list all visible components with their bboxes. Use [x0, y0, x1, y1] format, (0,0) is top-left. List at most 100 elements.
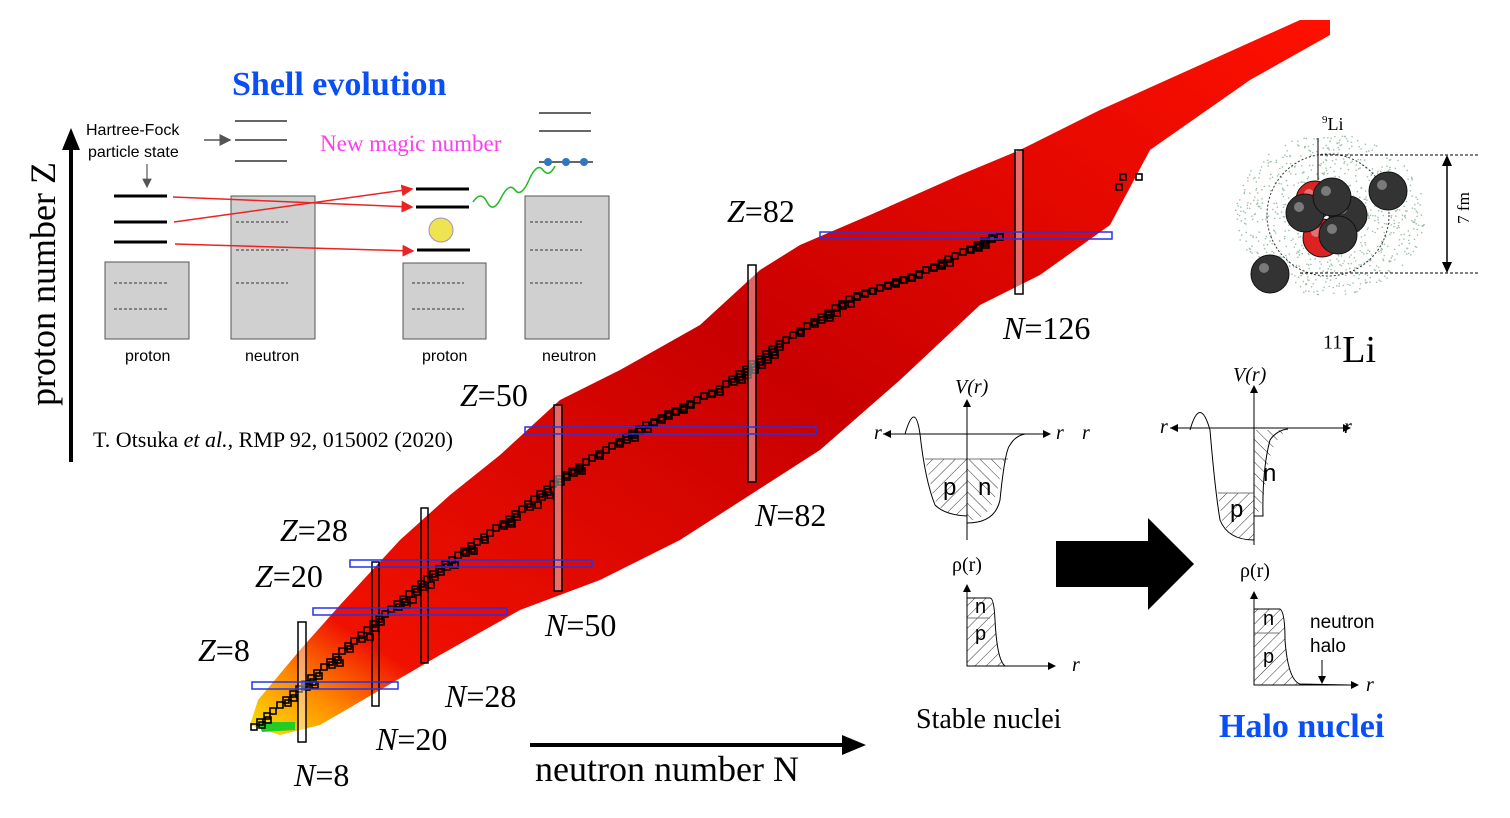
halo-speckle — [1249, 202, 1252, 205]
halo-speckle — [1420, 231, 1423, 234]
halo-speckle — [1267, 162, 1270, 164]
halo-speckle — [1284, 144, 1287, 147]
halo-speckle — [1293, 184, 1295, 186]
stable-nucleus — [602, 446, 610, 454]
stable-nucleus — [357, 631, 365, 639]
label-value: =82 — [744, 193, 795, 229]
halo-speckle — [1364, 241, 1366, 244]
halo-speckle — [1341, 135, 1344, 138]
halo-speckle — [1289, 154, 1292, 157]
p-label: p — [975, 623, 987, 645]
stable-nucleus — [500, 522, 508, 530]
halo-speckle — [1325, 167, 1327, 169]
halo-speckle — [1415, 246, 1418, 248]
halo-speckle — [1236, 202, 1239, 205]
halo-speckle — [1280, 183, 1283, 185]
halo-speckle — [1328, 285, 1331, 288]
halo-speckle — [1324, 158, 1327, 161]
halo-speckle — [1335, 277, 1338, 280]
halo-speckle — [1356, 190, 1359, 193]
stable-nucleus — [715, 385, 723, 393]
stable-nucleus — [595, 450, 603, 458]
halo-speckle — [1283, 189, 1285, 192]
p-label: p — [943, 474, 957, 501]
halo-speckle — [1248, 207, 1251, 210]
halo-speckle — [1340, 255, 1343, 257]
halo-speckle — [1255, 236, 1258, 239]
halo-speckle — [1403, 215, 1406, 218]
halo-speckle — [1394, 215, 1397, 217]
halo-speckle — [1297, 251, 1300, 254]
halo-speckle — [1382, 240, 1384, 243]
halo-speckle — [1253, 196, 1256, 198]
halo-speckle — [1237, 205, 1239, 207]
halo-speckle — [1347, 168, 1350, 171]
stable-nucleus — [615, 438, 623, 446]
r-label: r — [1056, 422, 1064, 444]
halo-speckle — [1258, 255, 1260, 258]
halo-speckle — [1390, 224, 1393, 226]
label-value: =20 — [272, 558, 323, 594]
halo-speckle — [1415, 210, 1418, 212]
halo-speckle — [1307, 276, 1309, 278]
halo-speckle — [1398, 221, 1400, 224]
halo-speckle — [1297, 276, 1300, 279]
ball-highlight — [1259, 263, 1269, 273]
label-value: =20 — [397, 721, 448, 757]
halo-speckle — [1307, 145, 1310, 148]
halo-speckle — [1279, 217, 1281, 220]
halo-speckle — [1329, 259, 1331, 261]
label-var: N — [1003, 310, 1025, 346]
halo-speckle — [1411, 219, 1413, 222]
stable-nucleus — [672, 408, 680, 416]
halo-speckle — [1364, 198, 1367, 201]
halo-speckle — [1383, 254, 1386, 257]
halo-speckle — [1302, 247, 1305, 250]
halo-speckle — [1302, 280, 1305, 283]
halo-speckle — [1269, 240, 1271, 242]
halo-speckle — [1289, 162, 1292, 165]
halo-speckle — [1338, 176, 1340, 178]
halo-speckle — [1403, 205, 1406, 208]
halo-speckle — [1276, 213, 1279, 215]
halo-speckle — [1347, 153, 1350, 155]
halo-speckle — [1306, 177, 1309, 180]
halo-speckle — [1377, 170, 1379, 173]
halo-speckle — [1388, 261, 1390, 263]
halo-speckle — [1380, 251, 1383, 253]
halo-speckle — [1278, 182, 1280, 185]
halo-speckle — [1350, 161, 1352, 164]
halo-speckle — [1334, 163, 1336, 165]
halo-speckle — [1294, 275, 1296, 277]
halo-speckle — [1368, 264, 1371, 267]
halo-speckle — [1379, 269, 1381, 272]
halo-speckle — [1393, 222, 1396, 225]
halo-speckle — [1369, 259, 1371, 262]
halo-speckle — [1269, 190, 1272, 192]
halo-speckle — [1256, 202, 1259, 205]
halo-speckle — [1261, 188, 1263, 191]
halo-speckle — [1363, 198, 1365, 200]
halo-speckle — [1371, 230, 1374, 233]
halo-speckle — [1247, 202, 1249, 204]
halo-speckle — [1290, 239, 1293, 242]
stable-nucleus — [803, 322, 811, 330]
stable-nucleus — [628, 429, 636, 437]
label-z82: Z=82 — [727, 193, 795, 230]
halo-speckle — [1376, 227, 1379, 230]
stable-nucleus — [635, 425, 643, 433]
halo-speckle — [1302, 291, 1305, 293]
halo-speckle — [1342, 284, 1344, 287]
new-magic-number-label: New magic number — [320, 131, 502, 156]
halo-speckle — [1262, 161, 1265, 163]
halo-speckle — [1386, 165, 1388, 167]
halo-speckle — [1290, 173, 1292, 175]
halo-speckle — [1340, 264, 1343, 267]
halo-speckle — [1413, 221, 1416, 224]
halo-speckle — [1394, 258, 1396, 261]
halo-speckle — [1405, 253, 1408, 256]
halo-speckle — [1281, 187, 1284, 189]
halo-speckle — [1381, 166, 1383, 168]
halo-speckle — [1388, 233, 1391, 236]
halo-speckle — [1416, 198, 1419, 201]
